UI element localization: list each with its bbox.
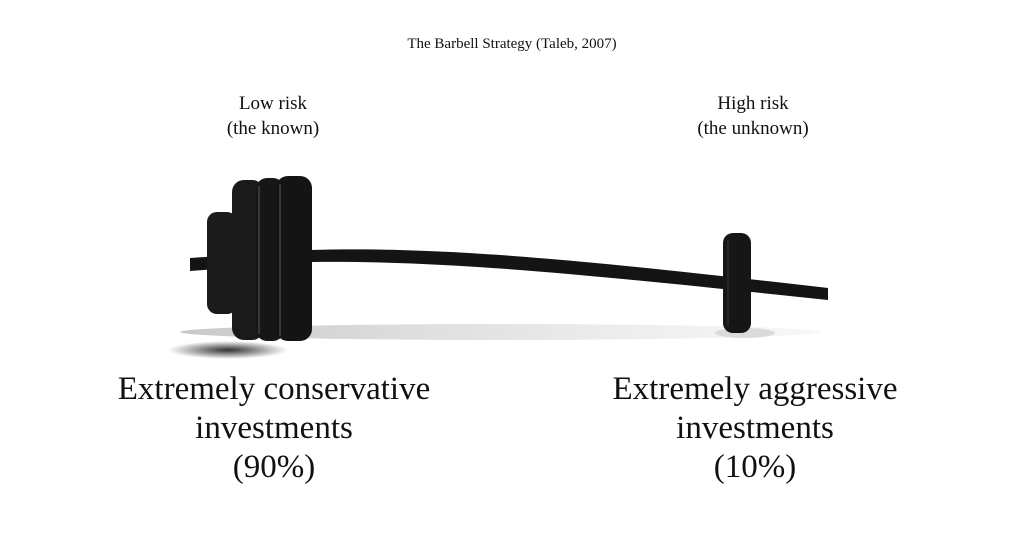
low-risk-heading: Low risk [238,93,308,114]
low-risk-note: (the known) [226,118,320,139]
right-weight-plate [723,233,751,333]
aggressive-label: Extremely aggressive investments (10%) [565,370,945,487]
conservative-line2: investments [195,410,353,446]
conservative-line1: Extremely conservative [117,371,431,407]
floor-shadow [180,324,820,340]
left-plate-edges [258,184,281,336]
left-weight-stack [232,176,312,341]
high-risk-heading: High risk [717,93,789,114]
conservative-label: Extremely conservative investments (90%) [84,370,464,487]
left-weight-shadow [168,341,288,359]
low-risk-label: Low risk (the known) [153,91,393,141]
aggressive-share: (10%) [713,449,797,485]
aggressive-line2: investments [676,410,834,446]
aggressive-line1: Extremely aggressive [612,371,898,407]
conservative-share: (90%) [232,449,316,485]
high-risk-note: (the unknown) [697,118,809,139]
diagram-title: The Barbell Strategy (Taleb, 2007) [407,36,617,52]
left-collar-plate [207,212,237,314]
high-risk-label: High risk (the unknown) [633,91,873,141]
